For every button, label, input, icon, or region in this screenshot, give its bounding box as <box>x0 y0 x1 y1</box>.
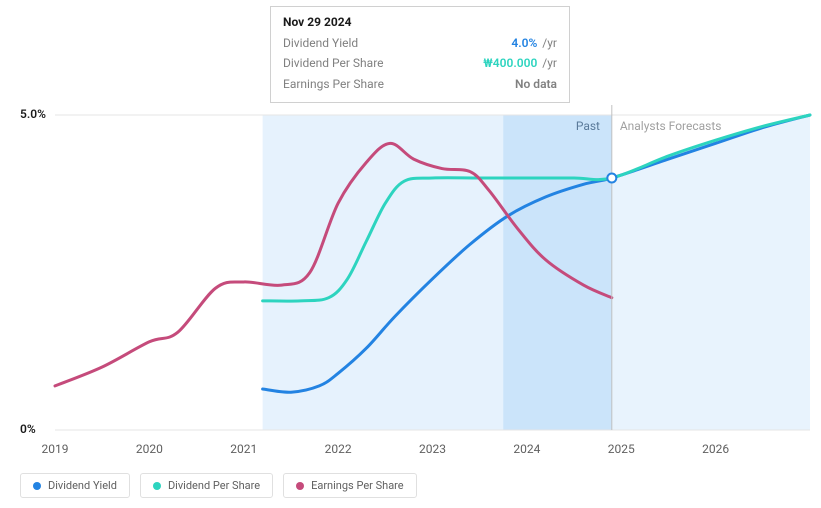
legend-item[interactable]: Earnings Per Share <box>283 473 417 498</box>
legend-label: Dividend Per Share <box>168 479 260 492</box>
x-axis-label: 2025 <box>608 442 635 456</box>
legend-dot-icon <box>296 482 304 490</box>
tooltip-value: ₩400.000 /yr <box>483 53 557 73</box>
tooltip-row: Earnings Per Share No data <box>283 74 557 94</box>
forecast-region-label: Analysts Forecasts <box>620 119 722 133</box>
tooltip-label: Dividend Yield <box>283 33 358 53</box>
y-axis-label: 0% <box>20 422 36 436</box>
tooltip-date: Nov 29 2024 <box>283 15 557 29</box>
tooltip-row: Dividend Yield 4.0% /yr <box>283 33 557 53</box>
tooltip-value: 4.0% /yr <box>511 33 557 53</box>
tooltip-label: Dividend Per Share <box>283 53 384 73</box>
x-axis-label: 2023 <box>419 442 446 456</box>
chart-tooltip: Nov 29 2024 Dividend Yield4.0% /yrDivide… <box>270 6 570 103</box>
legend-label: Earnings Per Share <box>311 479 404 492</box>
legend-dot-icon <box>33 482 41 490</box>
legend-item[interactable]: Dividend Per Share <box>140 473 273 498</box>
x-axis-label: 2019 <box>42 442 69 456</box>
tooltip-row: Dividend Per Share ₩400.000 /yr <box>283 53 557 73</box>
dividend-chart: Nov 29 2024 Dividend Yield4.0% /yrDivide… <box>0 0 821 508</box>
past-region-label: Past <box>576 119 600 133</box>
chart-legend: Dividend Yield Dividend Per Share Earnings… <box>20 473 417 498</box>
tooltip-label: Earnings Per Share <box>283 74 384 94</box>
legend-label: Dividend Yield <box>48 479 117 492</box>
y-axis-label: 5.0% <box>20 107 46 121</box>
x-axis-label: 2026 <box>702 442 729 456</box>
x-axis-label: 2020 <box>136 442 163 456</box>
x-axis-label: 2024 <box>513 442 540 456</box>
legend-item[interactable]: Dividend Yield <box>20 473 130 498</box>
tooltip-value: No data <box>515 74 557 94</box>
legend-dot-icon <box>153 482 161 490</box>
x-axis-label: 2022 <box>325 442 352 456</box>
x-axis-label: 2021 <box>230 442 257 456</box>
